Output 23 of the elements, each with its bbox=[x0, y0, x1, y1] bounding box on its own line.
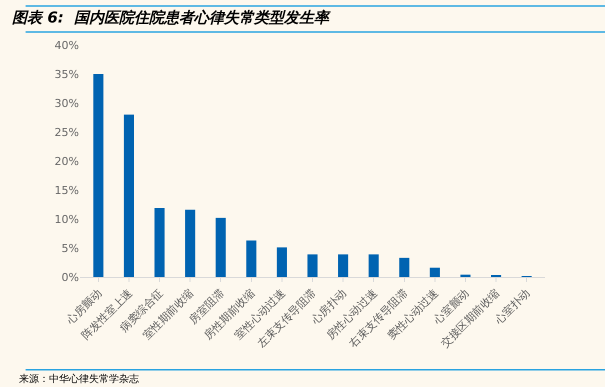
y-tick-label: 35% bbox=[54, 68, 79, 81]
chart-title: 图表 6: 国内医院住院患者心律失常类型发生率 bbox=[12, 8, 332, 27]
bar bbox=[276, 247, 287, 277]
bar bbox=[124, 114, 134, 277]
bar bbox=[216, 218, 226, 277]
bar bbox=[368, 254, 379, 277]
bar bbox=[246, 240, 256, 277]
y-tick-label: 20% bbox=[54, 154, 79, 168]
bar bbox=[399, 258, 410, 277]
source-note: 来源：中华心律失常学杂志 bbox=[19, 373, 139, 385]
bar bbox=[154, 208, 165, 277]
bar bbox=[93, 74, 104, 277]
bar bbox=[307, 254, 318, 277]
bar bbox=[430, 268, 440, 277]
y-tick-label: 25% bbox=[54, 126, 79, 139]
y-tick-label: 30% bbox=[54, 96, 79, 110]
y-tick-label: 10% bbox=[54, 212, 79, 226]
y-tick-label: 5% bbox=[62, 242, 79, 255]
y-tick-label: 40% bbox=[54, 38, 79, 52]
y-tick-label: 0% bbox=[62, 270, 79, 284]
bar bbox=[185, 210, 196, 277]
y-tick-label: 15% bbox=[54, 184, 79, 197]
bar bbox=[338, 254, 348, 277]
